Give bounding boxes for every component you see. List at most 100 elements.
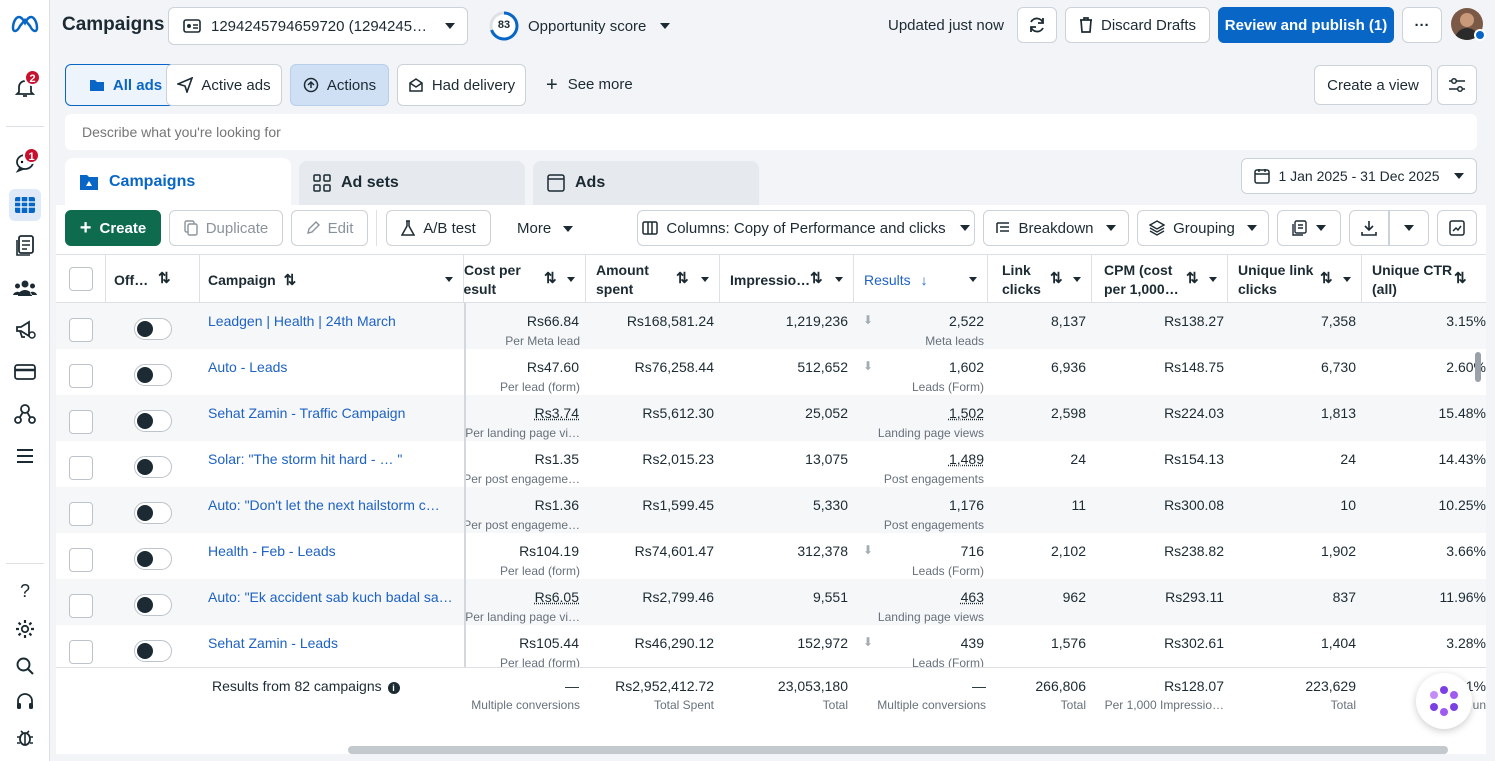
sort-icon[interactable]: ⇅ (544, 270, 557, 287)
sort-descending-icon[interactable]: ↓ (920, 272, 928, 288)
table-row[interactable]: Solar: "The storm hit hard - … " Rs1.35 Pe… (56, 441, 1486, 487)
breakdown-button[interactable]: Breakdown (983, 210, 1129, 246)
sort-icon[interactable]: ⇅ (810, 270, 823, 287)
row-checkbox[interactable] (69, 410, 93, 434)
column-header-off[interactable]: Off… ⇅ (106, 255, 200, 303)
search-bar[interactable] (65, 114, 1477, 150)
download-icon[interactable]: ⬇ (863, 313, 874, 327)
filter-active-ads[interactable]: Active ads (166, 64, 282, 106)
campaign-toggle[interactable] (134, 594, 172, 616)
campaign-name-link[interactable]: Auto: "Don't let the next hailstorm c… (208, 497, 440, 513)
support-headset-icon[interactable] (9, 686, 41, 718)
see-more-button[interactable]: + See more (546, 75, 633, 95)
horizontal-scrollbar[interactable] (348, 746, 1448, 754)
campaign-toggle[interactable] (134, 548, 172, 570)
meta-logo-icon[interactable] (9, 8, 41, 40)
column-header-amount-spent[interactable]: Amount spent ⇅ (586, 255, 720, 303)
campaign-name-link[interactable]: Sehat Zamin - Leads (208, 635, 338, 651)
columns-button[interactable]: Columns: Copy of Performance and clicks (637, 210, 975, 246)
ai-assistant-button[interactable] (1416, 673, 1472, 729)
tab-ad-sets[interactable]: Ad sets (299, 161, 525, 205)
select-all-checkbox[interactable] (69, 267, 93, 291)
duplicate-button[interactable]: Duplicate (169, 210, 283, 246)
download-icon[interactable]: ⬇ (863, 635, 874, 649)
charts-button[interactable] (1437, 210, 1477, 246)
table-row[interactable]: Auto: "Ek accident sab kuch badal sa… Rs6… (56, 579, 1486, 625)
row-checkbox[interactable] (69, 364, 93, 388)
chevron-down-icon[interactable] (567, 277, 575, 282)
column-header-unique-ctr[interactable]: Unique CTR (all) ⇅ (1362, 255, 1486, 303)
row-checkbox[interactable] (69, 502, 93, 526)
export-button[interactable] (1349, 210, 1389, 246)
chevron-down-icon[interactable] (1073, 277, 1081, 282)
campaign-toggle[interactable] (134, 318, 172, 340)
campaign-megaphone-icon[interactable] (9, 314, 41, 346)
create-button[interactable]: + Create (65, 210, 161, 246)
table-row[interactable]: Sehat Zamin - Traffic Campaign Rs3.74 Per … (56, 395, 1486, 441)
column-header-campaign[interactable]: Campaign ⇅ (200, 255, 464, 303)
ads-manager-table-icon[interactable] (9, 189, 41, 221)
chevron-down-icon[interactable] (445, 277, 453, 282)
edit-button[interactable]: Edit (291, 210, 368, 246)
chevron-down-icon[interactable] (1209, 277, 1217, 282)
table-row[interactable]: Auto: "Don't let the next hailstorm c… Rs… (56, 487, 1486, 533)
row-checkbox[interactable] (69, 548, 93, 572)
sort-icon[interactable]: ⇅ (158, 270, 171, 287)
help-icon[interactable]: ? (19, 580, 30, 601)
grouping-button[interactable]: Grouping (1137, 210, 1269, 246)
filter-all-ads[interactable]: All ads (65, 64, 186, 106)
all-tools-menu-icon[interactable] (9, 440, 41, 472)
campaign-toggle[interactable] (134, 640, 172, 662)
more-options-button[interactable]: ··· (1402, 7, 1442, 43)
create-view-button[interactable]: Create a view (1314, 65, 1432, 105)
table-row[interactable]: Health - Feb - Leads Rs104.19 Per lead (fo… (56, 533, 1486, 579)
sort-icon[interactable]: ⇅ (1320, 270, 1333, 287)
row-checkbox[interactable] (69, 640, 93, 664)
refresh-button[interactable] (1017, 7, 1057, 43)
campaign-name-link[interactable]: Sehat Zamin - Traffic Campaign (208, 405, 406, 421)
billing-card-icon[interactable] (9, 356, 41, 388)
filter-settings-button[interactable] (1437, 65, 1477, 105)
column-header-link-clicks[interactable]: Link clicks ⇅ (988, 255, 1092, 303)
column-header-unique-link-clicks[interactable]: Unique link clicks ⇅ (1228, 255, 1362, 303)
audiences-icon[interactable] (9, 272, 41, 304)
campaign-name-link[interactable]: Health - Feb - Leads (208, 543, 336, 559)
filter-actions[interactable]: Actions (290, 64, 389, 106)
review-publish-button[interactable]: Review and publish (1) (1218, 7, 1394, 43)
campaign-toggle[interactable] (134, 364, 172, 386)
events-manager-icon[interactable] (9, 398, 41, 430)
sort-icon[interactable]: ⇅ (1050, 270, 1063, 287)
column-header-cpm[interactable]: CPM (cost per 1,000… ⇅ (1092, 255, 1228, 303)
search-input[interactable] (65, 114, 1477, 150)
row-checkbox[interactable] (69, 594, 93, 618)
row-checkbox[interactable] (69, 456, 93, 480)
chevron-down-icon[interactable] (969, 277, 977, 282)
tab-campaigns[interactable]: Campaigns (65, 158, 291, 206)
download-icon[interactable]: ⬇ (863, 543, 874, 557)
filter-had-delivery[interactable]: Had delivery (397, 64, 526, 106)
export-menu-button[interactable] (1389, 210, 1429, 246)
vertical-scrollbar[interactable] (1475, 352, 1481, 382)
tab-ads[interactable]: Ads (533, 161, 759, 205)
documents-icon[interactable] (9, 230, 41, 262)
chevron-down-icon[interactable] (1343, 277, 1351, 282)
campaign-toggle[interactable] (134, 410, 172, 432)
sort-icon[interactable]: ⇅ (1186, 270, 1199, 287)
column-header-impressions[interactable]: Impressio… ⇅ (720, 255, 854, 303)
table-row[interactable]: Leadgen | Health | 24th March Rs66.84 Per … (56, 303, 1486, 349)
chevron-down-icon[interactable] (701, 277, 709, 282)
report-bug-icon[interactable] (9, 722, 41, 754)
date-range-picker[interactable]: 1 Jan 2025 - 31 Dec 2025 (1241, 158, 1477, 194)
campaign-name-link[interactable]: Leadgen | Health | 24th March (208, 313, 396, 329)
info-icon[interactable]: i (387, 682, 400, 694)
report-view-button[interactable] (1277, 210, 1341, 246)
table-row[interactable]: Sehat Zamin - Leads Rs105.44 Per lead (for… (56, 625, 1486, 671)
campaign-toggle[interactable] (134, 502, 172, 524)
download-icon[interactable]: ⬇ (863, 359, 874, 373)
settings-gear-icon[interactable] (9, 613, 41, 645)
campaign-name-link[interactable]: Auto: "Ek accident sab kuch badal sa… (208, 589, 453, 605)
search-icon[interactable] (9, 650, 41, 682)
campaign-name-link[interactable]: Solar: "The storm hit hard - … " (208, 451, 403, 467)
column-header-results[interactable]: Results ↓ (854, 255, 988, 303)
